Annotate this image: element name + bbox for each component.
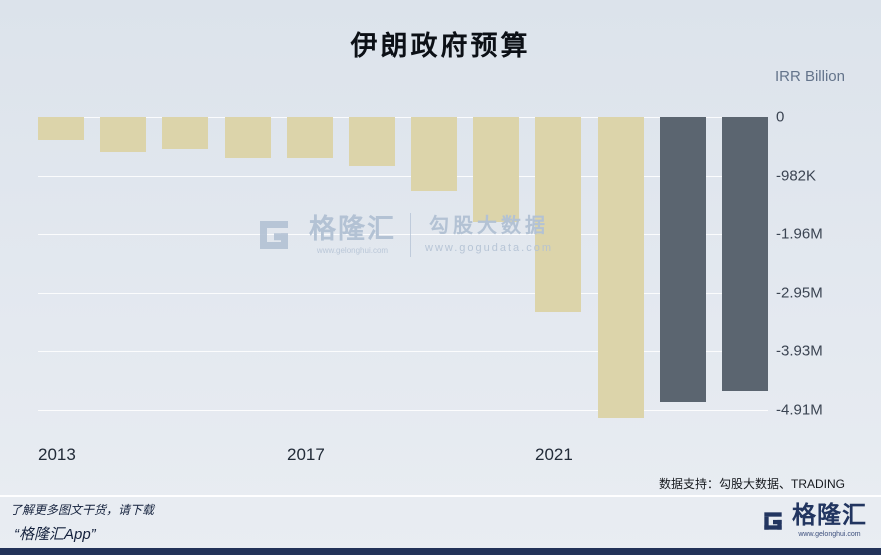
footer-divider	[0, 495, 881, 497]
y-tick-label: -2.95M	[776, 284, 823, 302]
gridline	[38, 117, 768, 118]
footer-logo: 格隆汇 www.gelonghui.com	[760, 504, 867, 538]
bar-2019	[411, 117, 458, 192]
bar-2020	[473, 117, 520, 222]
bar-2024	[721, 117, 768, 391]
bar-2015	[162, 117, 209, 150]
footer-promo-line2: “格隆汇App”	[14, 526, 96, 543]
y-tick-label: 0	[776, 108, 785, 126]
gelonghui-logo-icon	[760, 508, 786, 534]
bar-2022	[597, 117, 644, 418]
data-source-note: 数据支持：勾股大数据、TRADING	[658, 477, 845, 491]
bar-2021	[535, 117, 582, 312]
y-axis-unit-label: IRR Billion	[774, 68, 845, 85]
gridline	[38, 175, 768, 177]
gridline	[38, 292, 768, 294]
x-tick-label-2013: 2013	[38, 445, 76, 464]
footer-promo-line1: 了解更多图文干货，请下载	[10, 503, 155, 517]
x-tick-label-2021: 2021	[535, 445, 573, 464]
footer-logo-name: 格隆汇	[792, 502, 867, 529]
x-axis: 2013 2017 2021	[38, 445, 768, 467]
gridline	[38, 351, 768, 353]
y-tick-label: -4.91M	[776, 401, 823, 419]
bar-2016	[224, 117, 271, 159]
footer-logo-text-group: 格隆汇 www.gelonghui.com	[792, 502, 867, 539]
bar-2013	[38, 117, 84, 141]
bottom-accent-bar	[0, 548, 881, 555]
y-tick-label: -982K	[776, 167, 817, 185]
gridline	[38, 233, 768, 235]
y-tick-label: -3.93M	[776, 342, 823, 360]
bar-2014	[100, 117, 147, 153]
y-tick-label: -1.96M	[776, 225, 823, 243]
bar-2023	[659, 117, 706, 403]
bar-2018	[348, 117, 395, 167]
x-tick-label-2017: 2017	[287, 445, 325, 464]
y-axis: 0 -982K -1.96M -2.95M -3.93M -4.91M	[776, 109, 866, 443]
chart-title: 伊朗政府预算	[350, 31, 531, 61]
gridline	[38, 409, 768, 411]
footer-promo: 了解更多图文干货，请下载 “格隆汇App”	[10, 501, 154, 544]
footer-logo-url: www.gelonghui.com	[798, 531, 861, 538]
bar-series	[38, 117, 768, 443]
bar-chart-plot-area: 格隆汇 www.gelonghui.com 勾股大数据 www.gogudata…	[38, 117, 768, 443]
bar-2017	[286, 117, 333, 158]
